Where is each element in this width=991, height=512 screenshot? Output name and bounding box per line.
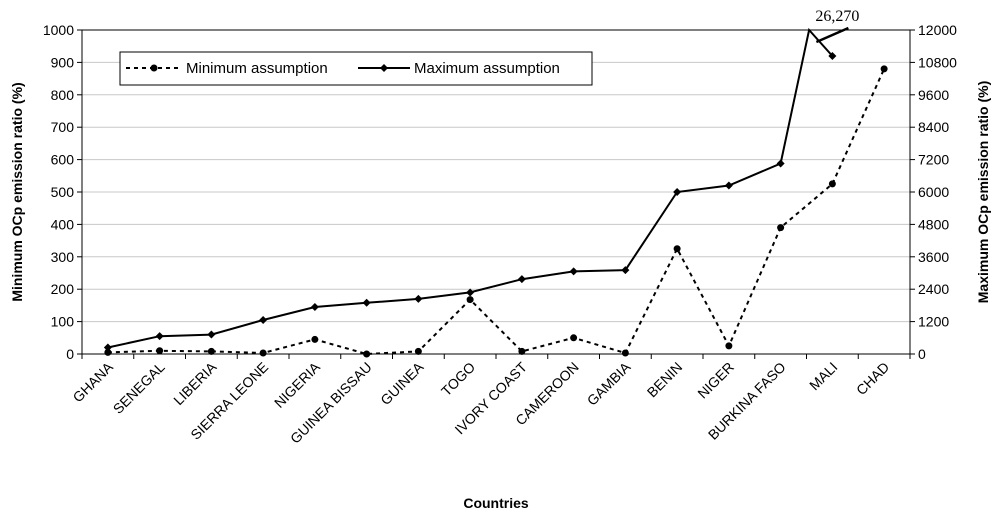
maximum-assumption-point (259, 315, 268, 324)
minimum-assumption-point (621, 349, 629, 357)
maximum-assumption-point (155, 332, 164, 341)
minimum-assumption-point (570, 334, 578, 342)
right-tick-label: 7200 (918, 152, 949, 168)
minimum-assumption-point (104, 348, 112, 356)
maximum-assumption-point (466, 288, 475, 297)
legend: Minimum assumption Maximum assumption (119, 51, 593, 86)
legend-min-label: Minimum assumption (186, 60, 328, 77)
maximum-assumption-point (621, 266, 630, 275)
series-minimum-assumption (104, 65, 888, 358)
minimum-assumption-point (673, 245, 681, 253)
right-tick-label: 3600 (918, 249, 949, 265)
right-tick-label: 2400 (918, 281, 949, 297)
left-tick-label: 700 (51, 119, 75, 135)
minimum-assumption-point (828, 180, 836, 188)
maximum-assumption-point (673, 188, 682, 196)
minimum-assumption-point (880, 65, 888, 73)
minimum-assumption-point (518, 347, 526, 355)
maximum-assumption-point (414, 294, 423, 303)
maximum-assumption-point (362, 298, 371, 307)
left-tick-label: 600 (51, 152, 75, 168)
right-tick-label: 12000 (918, 22, 957, 38)
maximum-assumption-line (107, 27, 834, 349)
left-tick-label: 0 (66, 346, 74, 362)
axis-break-mark (815, 26, 849, 44)
legend-max-label: Maximum assumption (414, 60, 560, 77)
right-tick-label: 6000 (918, 184, 949, 200)
right-tick-label: 10800 (918, 54, 957, 70)
maximum-assumption-point (207, 330, 216, 339)
right-tick-label: 8400 (918, 119, 949, 135)
left-tick-label: 500 (51, 184, 75, 200)
right-axis-ticks: 0 1200 2400 3600 4800 6000 7200 8400 9600 10800 12… (910, 22, 957, 362)
right-tick-label: 0 (918, 346, 926, 362)
y-axis-title: Minimum OCp emission ratio (%) (9, 82, 25, 301)
right-tick-label: 9600 (918, 87, 949, 103)
minimum-assumption-point (156, 347, 164, 355)
left-tick-label: 100 (51, 314, 75, 330)
legend-max-marker (380, 64, 388, 72)
annotation-label: 26,270 (815, 8, 859, 25)
x-axis-title: Countries (463, 495, 529, 511)
left-tick-label: 900 (51, 54, 75, 70)
minimum-assumption-point (414, 347, 422, 355)
maximum-assumption-point (569, 267, 578, 276)
legend-box (119, 51, 593, 86)
right-tick-label: 1200 (918, 314, 949, 330)
left-axis-ticks: 0 100 200 300 400 500 600 700 800 900 1000 (43, 22, 82, 362)
minimum-assumption-line (107, 68, 886, 356)
minimum-assumption-point (363, 350, 371, 358)
maximum-assumption-point (517, 275, 526, 284)
legend-min-marker (150, 64, 158, 72)
left-tick-label: 800 (51, 87, 75, 103)
maximum-assumption-point (310, 303, 319, 312)
series-maximum-assumption (103, 27, 837, 352)
left-tick-label: 400 (51, 216, 75, 232)
left-tick-label: 300 (51, 249, 75, 265)
left-tick-label: 200 (51, 281, 75, 297)
maximum-assumption-point (776, 159, 785, 168)
left-tick-label: 1000 (43, 22, 74, 38)
minimum-assumption-point (259, 349, 267, 357)
maximum-assumption-point (828, 52, 837, 60)
minimum-assumption-point (725, 342, 733, 350)
minimum-assumption-point (777, 224, 785, 232)
right-tick-label: 4800 (918, 216, 949, 232)
minimum-assumption-point (466, 296, 474, 304)
y2-axis-title: Maximum OCp emission ratio (%) (975, 81, 991, 303)
minimum-assumption-point (311, 335, 319, 343)
annotations: 26,270 (815, 8, 859, 44)
minimum-assumption-point (207, 347, 215, 355)
maximum-assumption-point (724, 181, 733, 190)
